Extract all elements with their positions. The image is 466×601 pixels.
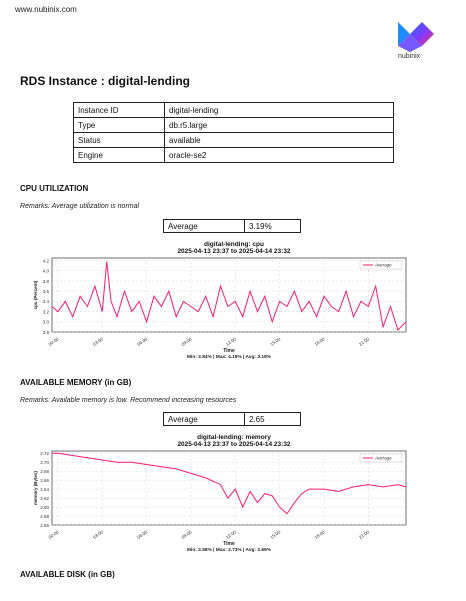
- plot-area: [51, 257, 407, 333]
- y-tick-label: 2.8: [43, 330, 50, 335]
- row-label: Engine: [73, 147, 165, 163]
- y-tick-label: 2.66: [40, 478, 49, 483]
- average-label: Average: [163, 412, 245, 426]
- row-label: Type: [73, 117, 165, 133]
- y-tick-label: 3.6: [43, 289, 50, 294]
- memory-remarks: Remarks: Available memory is low. Recomm…: [20, 397, 237, 404]
- chart-subtitle: 2025-04-13 23:37 to 2025-04-14 23:32: [177, 248, 291, 255]
- row-value: digital-lending: [164, 102, 394, 118]
- x-tick-label: 09:00: [181, 336, 193, 347]
- average-value: 2.65: [244, 412, 301, 426]
- x-tick-label: 12:00: [225, 529, 237, 540]
- cpu-chart-plot: 2.8 3.0 3.2 3.4 3.6 3.8 4.0 4.2 00:00 03:00 06:00 0…: [33, 257, 407, 360]
- series-line-average: [52, 452, 407, 515]
- memory-heading: AVAILABLE MEMORY (in GB): [20, 378, 132, 387]
- row-label: Instance ID: [73, 102, 165, 118]
- page-url: www.nubinix.com: [15, 5, 77, 14]
- table-row: Instance ID digital-lending: [73, 102, 394, 118]
- plot-area: [51, 450, 407, 526]
- row-value: available: [164, 132, 394, 148]
- average-label: Average: [163, 219, 245, 233]
- logo-wordmark: nubinix: [398, 53, 421, 60]
- table-row: Engine oracle-se2: [73, 147, 394, 163]
- y-tick-label: 2.64: [40, 487, 49, 492]
- legend-box: [359, 453, 403, 463]
- x-axis-label: Time: [223, 541, 235, 547]
- y-tick-label: 4.0: [43, 269, 50, 274]
- x-tick-label: 18:00: [314, 529, 326, 540]
- row-value: db.r5.large: [164, 117, 394, 133]
- x-tick-label: 09:00: [181, 529, 193, 540]
- average-value: 3.19%: [244, 219, 301, 233]
- table-row: Type db.r5.large: [73, 117, 394, 133]
- y-tick-label: 3.8: [43, 279, 50, 284]
- y-tick-label: 2.60: [40, 505, 49, 510]
- memory-average-table: Average 2.65: [163, 412, 301, 426]
- x-tick-label: 03:00: [92, 529, 104, 540]
- cpu-average-table: Average 3.19%: [163, 219, 301, 233]
- logo-mark-icon: [398, 22, 434, 52]
- page-title: RDS Instance : digital-lending: [20, 74, 191, 88]
- legend-label: Average: [374, 456, 392, 461]
- y-tick-label: 2.70: [40, 460, 49, 465]
- x-tick-label: 21:00: [358, 336, 370, 347]
- y-tick-label: 2.68: [40, 469, 49, 474]
- x-tick-label: 00:00: [48, 336, 60, 347]
- legend-box: [359, 260, 403, 270]
- chart-stats: Min: 2.58% | Max: 2.73% | Avg: 2.65%: [187, 547, 272, 553]
- chart-title: digital-lending: memory: [197, 434, 271, 441]
- series-line-average: [51, 261, 407, 331]
- x-axis-label: Time: [223, 348, 235, 354]
- memory-chart-plot: 2.56 2.58 2.60 2.62 2.64 2.66 2.68 2.70 2.72 00:0…: [33, 450, 407, 553]
- y-tick-label: 2.56: [40, 523, 49, 528]
- instance-info-table: Instance ID digital-lending Type db.r5.lar…: [73, 102, 394, 163]
- cpu-heading: CPU UTILIZATION: [20, 184, 89, 193]
- row-value: oracle-se2: [164, 147, 394, 163]
- nubinix-logo: [396, 20, 436, 64]
- x-tick-label: 15:00: [269, 529, 281, 540]
- y-tick-label: 2.72: [40, 451, 49, 456]
- y-tick-label: 3.0: [43, 320, 50, 325]
- legend-label: Average: [374, 263, 392, 268]
- memory-chart: digital-lending: memory 2025-04-13 23:37…: [68, 434, 400, 448]
- cpu-remarks: Remarks: Average utilization is normal: [20, 203, 140, 210]
- y-tick-label: 2.58: [40, 514, 49, 519]
- x-tick-label: 15:00: [269, 336, 281, 347]
- y-tick-label: 3.2: [43, 309, 50, 314]
- x-tick-label: 06:00: [136, 336, 148, 347]
- x-tick-label: 06:00: [136, 529, 148, 540]
- y-tick-label: 2.62: [40, 496, 49, 501]
- disk-heading: AVAILABLE DISK (in GB): [20, 570, 115, 579]
- x-tick-label: 12:00: [225, 336, 237, 347]
- y-tick-label: 4.2: [43, 258, 50, 263]
- chart-stats: Min: 2.84% | Max: 4.18% | Avg: 3.19%: [187, 354, 272, 360]
- y-axis-label: memory (Bytes): [33, 470, 38, 505]
- cpu-chart: digital-lending: cpu 2025-04-13 23:37 to…: [68, 241, 400, 255]
- x-tick-label: 18:00: [314, 336, 326, 347]
- x-tick-label: 03:00: [92, 336, 104, 347]
- y-axis-label: cpu (Percent): [33, 280, 38, 309]
- chart-subtitle: 2025-04-13 23:37 to 2025-04-14 23:32: [177, 441, 291, 448]
- table-row: Status available: [73, 132, 394, 148]
- x-tick-label: 21:00: [358, 529, 370, 540]
- y-tick-label: 3.4: [43, 299, 50, 304]
- x-tick-label: 00:00: [48, 529, 60, 540]
- row-label: Status: [73, 132, 165, 148]
- chart-title: digital-lending: cpu: [204, 241, 264, 248]
